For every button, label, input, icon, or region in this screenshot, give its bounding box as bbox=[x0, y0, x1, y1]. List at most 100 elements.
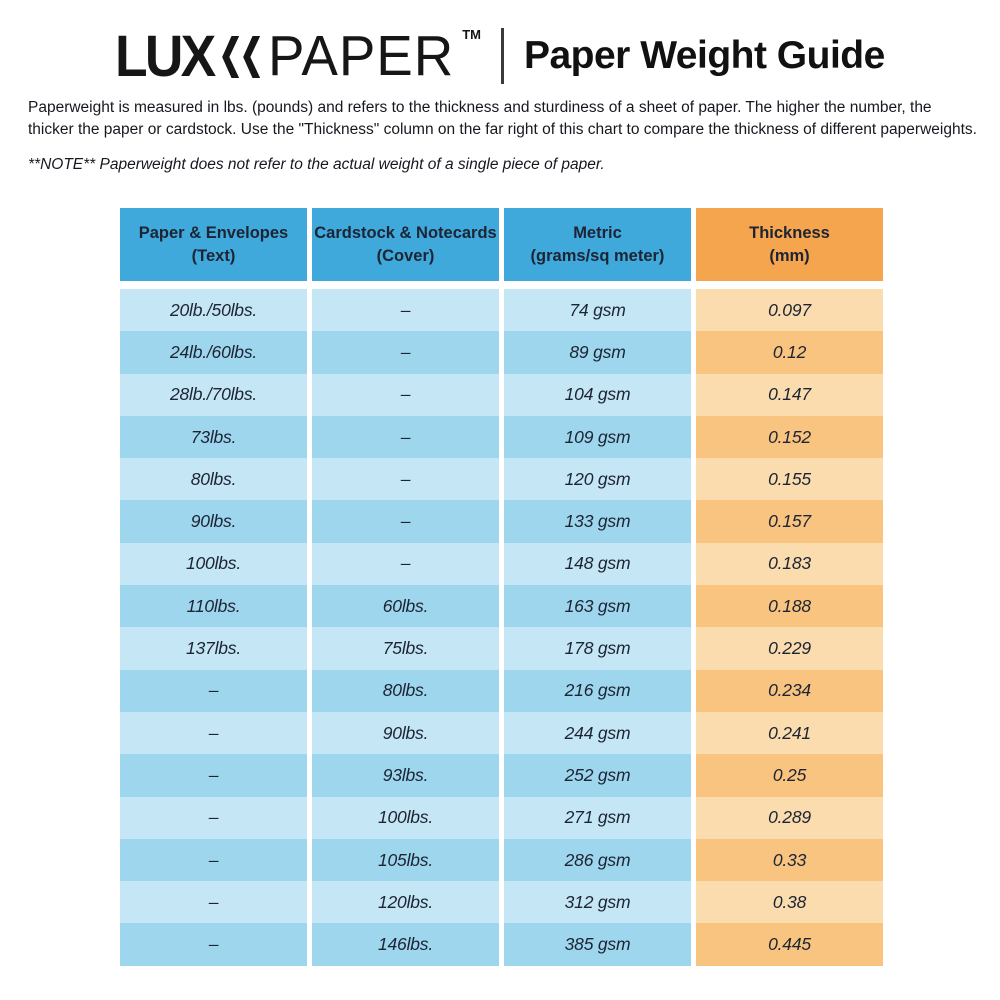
paper-weight-table: Paper & Envelopes (Text) Cardstock & Not… bbox=[120, 208, 883, 966]
table-row: –120lbs. 312 gsm 0.38 bbox=[120, 881, 883, 924]
column-header-paper-envelopes: Paper & Envelopes (Text) bbox=[120, 208, 307, 281]
table-cell: 20lb./50lbs. bbox=[120, 289, 307, 332]
table-row: –105lbs. 286 gsm 0.33 bbox=[120, 838, 883, 882]
table-row: –93lbs. 252 gsm 0.25 bbox=[120, 754, 883, 797]
table-cell: – bbox=[312, 542, 499, 586]
table-cell: – bbox=[120, 711, 307, 755]
brand-logo: LUX PAPER TM bbox=[115, 23, 481, 90]
trademark-symbol: TM bbox=[462, 26, 481, 42]
table-cell: 0.147 bbox=[696, 373, 883, 416]
table-cell: 0.289 bbox=[696, 796, 883, 839]
table-cell: 286 gsm bbox=[504, 838, 691, 882]
table-cell: – bbox=[312, 458, 499, 501]
table-cell: 24lb./60lbs. bbox=[120, 331, 307, 374]
table-cell: 80lbs. bbox=[120, 458, 307, 501]
table-cell: 100lbs. bbox=[312, 796, 499, 839]
table-cell: 163 gsm bbox=[504, 585, 691, 628]
table-row: –146lbs. 385 gsm 0.445 bbox=[120, 923, 883, 966]
table-cell: 0.155 bbox=[696, 458, 883, 501]
column-header-label: Cardstock & Notecards bbox=[314, 224, 497, 243]
table-cell: – bbox=[312, 331, 499, 374]
table-row: 137lbs. 75lbs. 178 gsm 0.229 bbox=[120, 627, 883, 670]
table-cell: – bbox=[312, 373, 499, 416]
table-cell: 74 gsm bbox=[504, 289, 691, 332]
table-row: 20lb./50lbs. –74 gsm 0.097 bbox=[120, 289, 883, 332]
table-cell: 90lbs. bbox=[312, 711, 499, 755]
table-cell: 28lb./70lbs. bbox=[120, 373, 307, 416]
table-cell: 0.25 bbox=[696, 754, 883, 797]
page-title: Paper Weight Guide bbox=[523, 34, 885, 77]
table-cell: 75lbs. bbox=[312, 627, 499, 670]
chevron-left-icon bbox=[243, 36, 261, 78]
table-cell: 148 gsm bbox=[504, 542, 691, 586]
table-cell: – bbox=[120, 754, 307, 797]
table-cell: 0.445 bbox=[696, 923, 883, 966]
column-header-label: Paper & Envelopes bbox=[138, 224, 289, 243]
table-cell: – bbox=[312, 500, 499, 543]
column-header-cardstock-notecards: Cardstock & Notecards (Cover) bbox=[312, 208, 499, 281]
table-cell: 385 gsm bbox=[504, 923, 691, 966]
table-row: 80lbs. –120 gsm 0.155 bbox=[120, 458, 883, 501]
table-cell: 0.157 bbox=[696, 500, 883, 543]
intro-text: Paperweight is measured in lbs. (pounds)… bbox=[28, 99, 977, 138]
table-cell: 0.38 bbox=[696, 881, 883, 924]
table-cell: 109 gsm bbox=[504, 415, 691, 459]
column-header-sublabel: (mm) bbox=[769, 246, 810, 265]
table-cell: 0.33 bbox=[696, 838, 883, 882]
table-cell: – bbox=[312, 289, 499, 332]
table-cell: 137lbs. bbox=[120, 627, 307, 670]
table-cell: 0.12 bbox=[696, 331, 883, 374]
column-header-label: Thickness bbox=[749, 224, 830, 243]
table-cell: 60lbs. bbox=[312, 585, 499, 628]
table-row: 110lbs. 60lbs. 163 gsm 0.188 bbox=[120, 585, 883, 628]
table-cell: 105lbs. bbox=[312, 838, 499, 882]
table-cell: 90lbs. bbox=[120, 500, 307, 543]
logo-lux-text: LUX bbox=[115, 23, 216, 89]
table-cell: – bbox=[120, 796, 307, 839]
table-cell: 133 gsm bbox=[504, 500, 691, 543]
table-cell: 93lbs. bbox=[312, 754, 499, 797]
table-cell: – bbox=[120, 923, 307, 966]
masthead: LUX PAPER TM Paper Weight Guide bbox=[0, 22, 1000, 90]
table-cell: 0.241 bbox=[696, 711, 883, 755]
table-row: 90lbs. –133 gsm 0.157 bbox=[120, 500, 883, 543]
table-cell: 0.234 bbox=[696, 669, 883, 712]
table-cell: 80lbs. bbox=[312, 669, 499, 712]
table-cell: 89 gsm bbox=[504, 331, 691, 374]
table-cell: 120 gsm bbox=[504, 458, 691, 501]
table-cell: 178 gsm bbox=[504, 627, 691, 670]
table-row: 24lb./60lbs. –89 gsm 0.12 bbox=[120, 331, 883, 374]
column-header-sublabel: (grams/sq meter) bbox=[530, 246, 665, 265]
table-cell: 252 gsm bbox=[504, 754, 691, 797]
header-divider bbox=[500, 28, 504, 84]
table-cell: 216 gsm bbox=[504, 669, 691, 712]
chevron-left-icon bbox=[222, 36, 240, 78]
double-chevron-icon bbox=[222, 36, 261, 78]
table-cell: – bbox=[120, 838, 307, 882]
table-cell: – bbox=[120, 669, 307, 712]
table-cell: 104 gsm bbox=[504, 373, 691, 416]
table-cell: 100lbs. bbox=[120, 542, 307, 586]
table-header: Paper & Envelopes (Text) Cardstock & Not… bbox=[120, 208, 883, 281]
table-cell: 0.183 bbox=[696, 542, 883, 586]
table-cell: 0.229 bbox=[696, 627, 883, 670]
note-text: **NOTE** Paperweight does not refer to t… bbox=[28, 156, 605, 173]
column-header-label: Metric bbox=[573, 224, 622, 243]
table-cell: 120lbs. bbox=[312, 881, 499, 924]
table-cell: 0.152 bbox=[696, 415, 883, 459]
table-cell: 73lbs. bbox=[120, 415, 307, 459]
table-cell: – bbox=[312, 415, 499, 459]
column-header-sublabel: (Cover) bbox=[376, 246, 435, 265]
column-header-thickness: Thickness (mm) bbox=[696, 208, 883, 281]
table-cell: 271 gsm bbox=[504, 796, 691, 839]
table-body: 20lb./50lbs. –74 gsm 0.097 24lb./60lbs. –89 … bbox=[120, 289, 883, 966]
table-cell: 110lbs. bbox=[120, 585, 307, 628]
table-row: –100lbs. 271 gsm 0.289 bbox=[120, 796, 883, 839]
logo-paper-text: PAPER bbox=[268, 24, 455, 88]
table-cell: 244 gsm bbox=[504, 711, 691, 755]
table-row: 28lb./70lbs. –104 gsm 0.147 bbox=[120, 373, 883, 416]
table-cell: 146lbs. bbox=[312, 923, 499, 966]
table-cell: 0.097 bbox=[696, 289, 883, 332]
table-row: –90lbs. 244 gsm 0.241 bbox=[120, 711, 883, 755]
